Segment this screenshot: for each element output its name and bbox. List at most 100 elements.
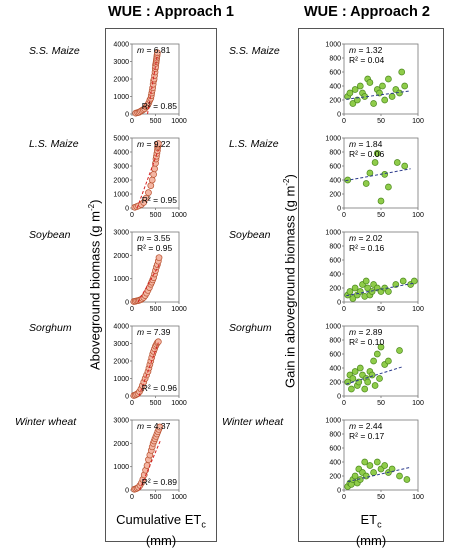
plot-area [343, 137, 419, 209]
data-point [156, 423, 164, 431]
data-point [147, 182, 155, 189]
x-tick-label: 0 [130, 306, 134, 313]
y-tick-label: 0 [125, 112, 129, 119]
crop-label-right-0: S.S. Maize [229, 45, 280, 57]
y-tick-label: 400 [329, 272, 341, 279]
panel-2-title: WUE : Approach 2 [304, 4, 430, 20]
data-point [370, 100, 377, 107]
slope-label: m = 2.89 [349, 327, 383, 337]
x-tick-label: 0 [342, 118, 346, 125]
y-tick-label: 600 [329, 164, 341, 171]
data-point [393, 159, 401, 166]
data-point [376, 375, 383, 382]
x-tick-label: 0 [130, 212, 134, 219]
data-point [401, 162, 409, 170]
panel-approach-1 [105, 28, 217, 542]
data-point [381, 96, 389, 104]
y-tick-label: 4000 [113, 150, 129, 157]
data-point [377, 343, 385, 351]
slope-label: m = 4.37 [137, 421, 171, 431]
data-point [142, 194, 150, 202]
y-tick-label: 200 [329, 286, 341, 293]
y-tick-label: 3000 [113, 59, 129, 66]
x-tick-label: 1000 [171, 494, 187, 501]
data-point [373, 350, 381, 358]
r-squared-label: R² = 0.95 [137, 243, 172, 253]
x-tick-label: 100 [412, 494, 424, 501]
y-tick-label: 200 [329, 380, 341, 387]
data-point [381, 462, 389, 469]
chart-approach1-sorghum: 0 1000 2000 3000 4000 0 500 1000 m = 7.39 R² = 0.… [113, 324, 186, 408]
data-point [353, 96, 361, 104]
data-point [351, 368, 359, 375]
y-tick-label: 3000 [113, 341, 129, 348]
slope-label: m = 1.84 [349, 139, 383, 149]
data-point [349, 100, 357, 107]
data-point [377, 197, 385, 205]
data-point [346, 89, 354, 97]
y-tick-label: 0 [125, 488, 129, 495]
x-tick-label: 1000 [171, 212, 187, 219]
crop-label-right-2: Soybean [229, 229, 271, 241]
crop-label-right-3: Sorghum [229, 322, 272, 334]
r-squared-label: R² = 0.06 [349, 149, 384, 159]
data-point [371, 382, 379, 389]
r-squared-label: R² = 0.16 [349, 243, 384, 253]
x-tick-label: 100 [412, 118, 424, 125]
data-point [399, 277, 407, 285]
data-point [371, 159, 379, 166]
chart-approach1-ls-maize: 0 1000 2000 3000 4000 5000 0 500 1000 m = 9.22 R² … [113, 136, 187, 220]
y-tick-label: 600 [329, 352, 341, 359]
crop-label-left-4: Winter wheat [15, 416, 77, 428]
y-tick-label: 200 [329, 474, 341, 481]
data-point [366, 169, 374, 177]
slope-label: m = 3.55 [137, 233, 171, 243]
x-tick-label: 50 [377, 494, 385, 501]
x-tick-label: 500 [150, 118, 162, 125]
x-tick-label: 100 [412, 212, 424, 219]
data-point [385, 357, 392, 365]
r-squared-label: R² = 0.96 [142, 383, 177, 393]
y-tick-label: 5000 [113, 136, 129, 143]
panel-approach-2 [298, 28, 444, 542]
data-point [154, 140, 162, 147]
data-point [361, 458, 369, 466]
y-tick-label: 0 [125, 206, 129, 213]
data-point [379, 82, 386, 90]
y-tick-label: 600 [329, 446, 341, 453]
y-tick-label: 2000 [113, 178, 129, 185]
crop-label-left-1: L.S. Maize [29, 138, 79, 150]
y-tick-label: 2000 [113, 77, 129, 84]
data-point [368, 288, 376, 295]
slope-label: m = 6.81 [137, 45, 171, 55]
y-tick-label: 0 [125, 394, 129, 401]
y-tick-label: 0 [337, 300, 341, 307]
y-tick-label: 1000 [325, 324, 341, 331]
data-point [398, 68, 406, 76]
data-point [410, 277, 418, 285]
trend-line [346, 282, 415, 297]
x-tick-label: 50 [377, 212, 385, 219]
x-tick-label: 1000 [171, 306, 187, 313]
y-tick-label: 800 [329, 432, 341, 439]
trend-line [138, 342, 159, 397]
data-point [155, 254, 163, 262]
crop-label-left-2: Soybean [29, 229, 71, 241]
x-tick-label: 0 [130, 118, 134, 125]
data-point [385, 183, 392, 191]
y-tick-label: 1000 [113, 376, 129, 383]
data-point [362, 180, 370, 187]
data-point [351, 86, 359, 93]
x-tick-label: 500 [150, 494, 162, 501]
y-tick-label: 4000 [113, 324, 129, 331]
panel-1-y-axis-label: Aboveground biomass (g m-2) [87, 199, 103, 370]
data-point [148, 176, 156, 184]
y-tick-label: 400 [329, 460, 341, 467]
y-tick-label: 1000 [113, 94, 129, 101]
x-tick-label: 500 [150, 212, 162, 219]
y-tick-label: 1000 [113, 192, 129, 199]
